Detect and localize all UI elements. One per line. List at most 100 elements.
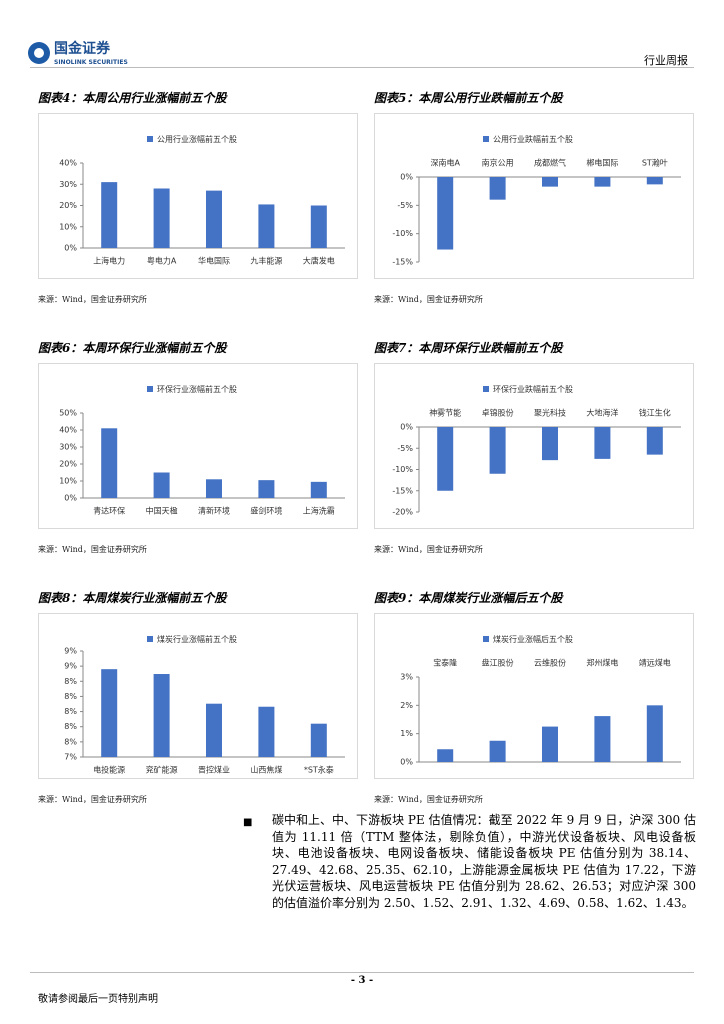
y-tick-label: 2% (400, 701, 413, 710)
chart-title: 图表4：本周公用行业涨幅前五个股 (38, 91, 227, 105)
x-tick-label: *ST永泰 (304, 765, 334, 775)
header-rule (30, 67, 694, 68)
bar (206, 479, 222, 498)
x-tick-label: 云维股份 (534, 658, 566, 668)
y-tick-label: 8% (64, 692, 77, 701)
x-tick-label: 郴电国际 (586, 158, 618, 168)
y-tick-label: 3% (400, 673, 413, 682)
logo-en: SINOLINK SECURITIES (54, 59, 128, 66)
y-tick-label: -10% (392, 229, 413, 238)
chart-source: 来源：Wind，国金证券研究所 (38, 295, 147, 304)
x-tick-label: 盛剑环境 (250, 506, 282, 516)
chart-title: 图表7：本周环保行业跌幅前五个股 (374, 341, 563, 355)
x-tick-label: 九丰能源 (250, 256, 282, 266)
legend-label: 煤炭行业涨幅后五个股 (493, 634, 573, 644)
x-tick-label: 清新环境 (198, 506, 230, 516)
x-tick-label: 宝泰隆 (433, 658, 457, 668)
logo-cn: 国金证券 (54, 40, 111, 57)
y-tick-label: 50% (59, 409, 77, 418)
bar (646, 177, 663, 185)
x-tick-label: 南京公用 (482, 158, 514, 168)
bar (542, 427, 558, 461)
x-tick-label: 大地海洋 (586, 408, 618, 418)
bar (206, 190, 222, 248)
bar (646, 427, 663, 455)
x-tick-label: 钱江生化 (639, 408, 671, 418)
y-tick-label: 0% (400, 173, 413, 182)
y-tick-label: 10% (59, 477, 77, 486)
y-tick-label: 8% (64, 722, 77, 731)
bar (153, 674, 170, 757)
chart-title: 图表9：本周煤炭行业涨幅后五个股 (374, 591, 563, 605)
y-tick-label: 10% (59, 222, 77, 231)
bar (489, 177, 506, 200)
footer-rule (30, 972, 694, 973)
bar (258, 204, 275, 248)
x-tick-label: 上海电力 (93, 256, 125, 266)
chart-source: 来源：Wind，国金证券研究所 (374, 545, 483, 554)
legend-swatch (483, 386, 489, 392)
y-tick-label: 30% (59, 443, 77, 452)
y-tick-label: 0% (400, 423, 413, 432)
legend-label: 公用行业跌幅前五个股 (493, 134, 573, 144)
chart-title: 图表5：本周公用行业跌幅前五个股 (374, 91, 563, 105)
bar (437, 177, 454, 250)
bar (101, 428, 118, 498)
x-tick-label: 靖远煤电 (639, 658, 671, 668)
logo: 国金证券 SINOLINK SECURITIES (28, 40, 128, 66)
legend-swatch (483, 636, 489, 642)
legend-label: 环保行业跌幅前五个股 (493, 384, 573, 394)
x-tick-label: 聚光科技 (534, 408, 566, 418)
chart-title: 图表6：本周环保行业涨幅前五个股 (38, 341, 227, 355)
x-tick-label: 山西焦煤 (250, 765, 282, 775)
chart: 环保行业跌幅前五个股 0% -5% -10% -15% -20% 神雾节能 卓锦股份 聚光科技 大… (374, 363, 694, 529)
bar (437, 749, 454, 762)
x-tick-label: 上海洗霸 (303, 506, 335, 516)
bar (101, 669, 118, 757)
x-tick-label: 盘江股份 (482, 658, 514, 668)
x-tick-label: 晋控煤业 (198, 765, 230, 775)
y-tick-label: 20% (59, 201, 77, 210)
legend-swatch (483, 136, 489, 142)
x-tick-label: ST瀚叶 (642, 158, 668, 168)
logo-mark-inner (34, 48, 44, 58)
legend-swatch (147, 386, 153, 392)
chart-source: 来源：Wind，国金证券研究所 (374, 295, 483, 304)
chart: 公用行业跌幅前五个股 0% -5% -10% -15% 深南电A 南京公用 成都燃气 郴电国际 S… (374, 113, 694, 279)
y-tick-label: 20% (59, 460, 77, 469)
x-tick-label: 兖矿能源 (146, 765, 178, 775)
y-tick-label: 8% (64, 677, 77, 686)
bar (153, 472, 170, 498)
bar (646, 705, 663, 762)
x-tick-label: 大唐发电 (303, 256, 335, 266)
y-tick-label: 30% (59, 180, 77, 189)
bar (310, 481, 327, 498)
report-type: 行业周报 (644, 54, 688, 67)
page-number: - 3 - (350, 975, 374, 986)
chart-source: 来源：Wind，国金证券研究所 (38, 795, 147, 804)
y-tick-label: 9% (64, 662, 77, 671)
bar (437, 427, 454, 491)
x-tick-label: 中国天楹 (146, 506, 178, 516)
y-tick-label: -15% (392, 258, 413, 267)
x-tick-label: 神雾节能 (429, 408, 461, 418)
x-tick-label: 卓锦股份 (482, 408, 514, 418)
x-tick-label: 深南电A (430, 158, 460, 168)
bar (594, 716, 611, 762)
chart-title: 图表8：本周煤炭行业涨幅前五个股 (38, 591, 227, 605)
x-tick-label: 粤电力A (147, 256, 177, 266)
legend-swatch (147, 136, 153, 142)
y-tick-label: 1% (400, 729, 413, 738)
y-tick-label: -10% (392, 465, 413, 474)
bullet: ■ (243, 817, 253, 828)
x-tick-label: 青达环保 (93, 506, 125, 516)
disclaimer: 敬请参阅最后一页特别声明 (38, 994, 158, 1005)
chart-source: 来源：Wind，国金证券研究所 (38, 545, 147, 554)
chart-source: 来源：Wind，国金证券研究所 (374, 795, 483, 804)
bar (489, 427, 506, 474)
bar (542, 726, 558, 762)
y-tick-label: 0% (64, 494, 77, 503)
x-tick-label: 电投能源 (93, 765, 125, 775)
legend-swatch (147, 636, 153, 642)
